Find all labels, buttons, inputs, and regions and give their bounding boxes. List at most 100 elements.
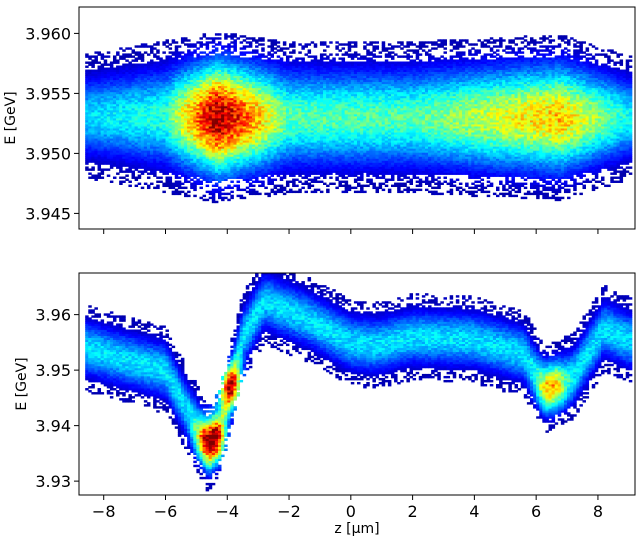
top-heatmap-cell — [156, 97, 160, 101]
top-heatmap-cell — [233, 103, 237, 107]
top-heatmap-cell — [224, 176, 228, 179]
top-heatmap-cell — [233, 164, 237, 167]
top-heatmap-cell — [310, 85, 315, 89]
top-heatmap-cell — [187, 55, 191, 58]
top-heatmap-cell — [239, 126, 244, 129]
top-heatmap-cell — [174, 188, 179, 192]
top-heatmap-cell — [97, 101, 102, 105]
top-heatmap-cell — [248, 59, 253, 62]
top-heatmap-cell — [279, 144, 284, 147]
top-heatmap-cell — [146, 113, 151, 117]
top-heatmap-cell — [128, 160, 132, 163]
top-heatmap-cell — [316, 132, 321, 135]
top-heatmap-cell — [156, 93, 160, 97]
top-heatmap-cell — [94, 130, 98, 133]
top-heatmap-cell — [162, 51, 166, 54]
top-heatmap-cell — [125, 150, 129, 153]
top-heatmap-cell — [94, 85, 98, 89]
top-heatmap-cell — [184, 115, 188, 119]
top-heatmap-cell — [146, 162, 151, 165]
top-heatmap-cell — [310, 144, 315, 147]
top-heatmap-cell — [128, 146, 132, 149]
top-heatmap-cell — [150, 83, 154, 87]
top-heatmap-cell — [109, 103, 114, 107]
top-heatmap-cell — [184, 81, 188, 85]
top-heatmap-cell — [106, 107, 111, 111]
top-heatmap-cell — [205, 160, 210, 163]
top-heatmap-cell — [162, 43, 166, 46]
top-heatmap-cell — [292, 162, 296, 165]
top-heatmap-cell — [242, 168, 247, 171]
top-heatmap-cell — [221, 63, 225, 66]
top-heatmap-cell — [199, 130, 203, 133]
top-heatmap-cell — [285, 132, 290, 135]
top-heatmap-cell — [122, 71, 126, 74]
top-heatmap-cell — [122, 126, 126, 129]
top-heatmap-cell — [230, 186, 234, 190]
top-heatmap-cell — [245, 85, 250, 89]
top-heatmap-cell — [109, 109, 114, 113]
top-heatmap-cell — [146, 120, 151, 123]
top-heatmap-cell — [187, 65, 191, 68]
top-heatmap-cell — [162, 184, 166, 188]
top-heatmap-cell — [276, 113, 281, 117]
top-heatmap-cell — [248, 138, 253, 141]
top-heatmap-cell — [236, 97, 241, 101]
top-heatmap-cell — [134, 150, 139, 153]
top-heatmap-cell — [298, 118, 302, 121]
top-heatmap-cell — [91, 168, 95, 171]
top-heatmap-cell — [131, 140, 135, 143]
top-heatmap-cell — [159, 120, 163, 123]
top-heatmap-cell — [171, 164, 176, 167]
top-heatmap-cell — [140, 73, 145, 77]
top-heatmap-cell — [153, 71, 157, 74]
top-heatmap-cell — [187, 95, 191, 99]
top-heatmap-cell — [224, 67, 228, 70]
top-heatmap-cell — [140, 83, 145, 87]
top-heatmap-cell — [109, 101, 114, 105]
top-heatmap-cell — [251, 122, 256, 125]
top-heatmap-cell — [199, 172, 203, 175]
top-heatmap-cell — [165, 97, 169, 101]
top-heatmap-cell — [100, 53, 105, 56]
top-heatmap-cell — [267, 39, 271, 42]
top-heatmap-cell — [230, 45, 234, 48]
top-heatmap-cell — [239, 91, 244, 95]
top-heatmap-cell — [236, 101, 241, 105]
top-heatmap-cell — [230, 174, 234, 177]
top-heatmap-cell — [100, 170, 105, 173]
top-heatmap-cell — [196, 89, 200, 93]
top-heatmap-cell — [134, 132, 139, 135]
top-heatmap-cell — [307, 156, 312, 159]
top-heatmap-cell — [174, 93, 179, 97]
top-heatmap-cell — [248, 81, 253, 85]
top-heatmap-cell — [199, 59, 203, 62]
top-heatmap-cell — [85, 93, 89, 97]
top-heatmap-cell — [125, 85, 129, 89]
top-heatmap-cell — [88, 128, 92, 131]
top-heatmap-cell — [91, 83, 95, 87]
top-heatmap-cell — [270, 103, 274, 107]
top-heatmap-cell — [242, 111, 247, 115]
top-heatmap-cell — [109, 111, 114, 115]
top-heatmap-cell — [106, 162, 111, 165]
top-heatmap-cell — [106, 140, 111, 143]
top-heatmap-cell — [199, 57, 203, 60]
top-heatmap-cell — [177, 124, 182, 127]
top-heatmap-cell — [236, 71, 241, 74]
top-heatmap-cell — [88, 99, 92, 103]
top-heatmap-cell — [143, 63, 148, 66]
top-heatmap-cell — [131, 71, 135, 74]
top-heatmap-cell — [221, 85, 225, 89]
top-heatmap-cell — [239, 113, 244, 117]
top-heatmap-cell — [103, 140, 108, 143]
top-heatmap-cell — [285, 134, 290, 137]
top-heatmap-cell — [165, 134, 169, 137]
top-heatmap-cell — [270, 91, 274, 95]
top-heatmap-cell — [214, 49, 219, 52]
top-heatmap-cell — [140, 118, 145, 121]
top-heatmap-cell — [304, 75, 308, 79]
top-heatmap-cell — [313, 124, 318, 127]
top-heatmap-cell — [214, 176, 219, 179]
top-heatmap-cell — [174, 158, 179, 161]
